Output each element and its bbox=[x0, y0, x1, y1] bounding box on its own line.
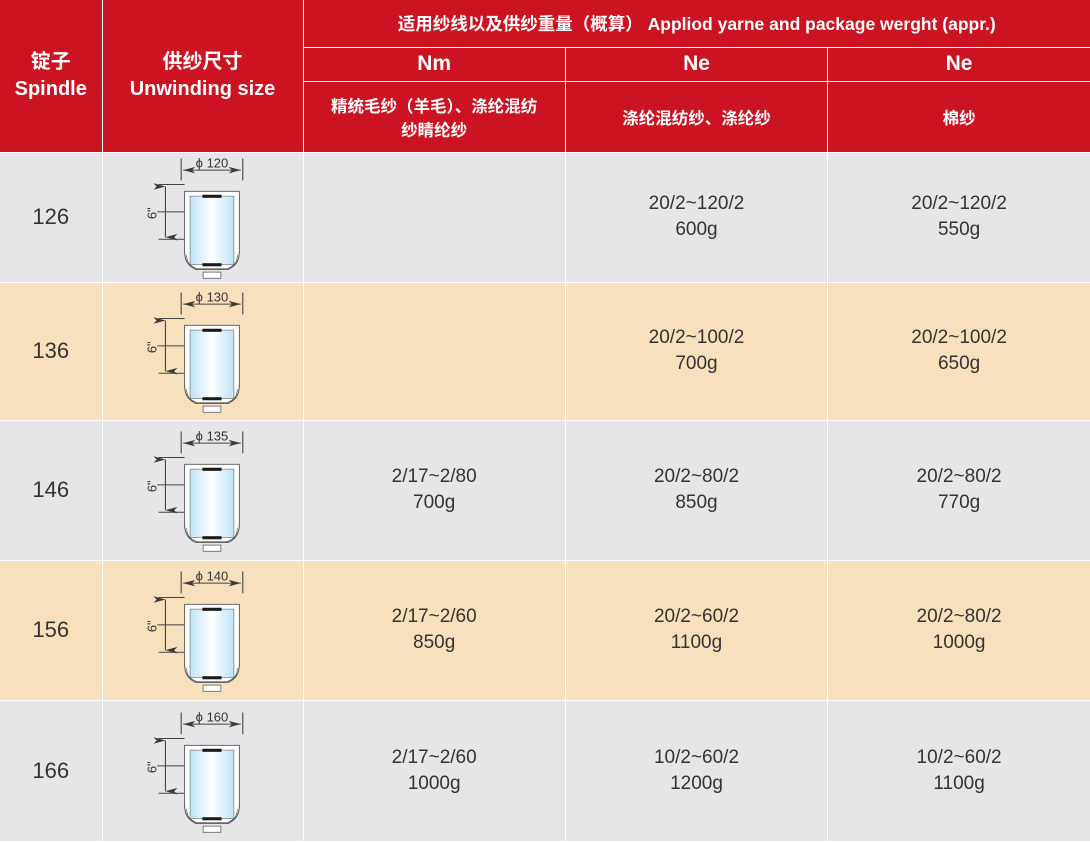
svg-text:ϕ 120: ϕ 120 bbox=[196, 155, 229, 170]
svg-text:6": 6" bbox=[145, 620, 160, 632]
svg-text:ϕ 135: ϕ 135 bbox=[196, 428, 229, 443]
svg-text:6": 6" bbox=[145, 480, 160, 492]
svg-text:6": 6" bbox=[145, 341, 160, 353]
svg-text:ϕ 160: ϕ 160 bbox=[196, 709, 229, 724]
svg-text:ϕ 130: ϕ 130 bbox=[196, 289, 229, 304]
svg-text:ϕ 140: ϕ 140 bbox=[196, 568, 229, 583]
svg-text:6": 6" bbox=[145, 207, 160, 219]
svg-text:6": 6" bbox=[145, 761, 160, 773]
